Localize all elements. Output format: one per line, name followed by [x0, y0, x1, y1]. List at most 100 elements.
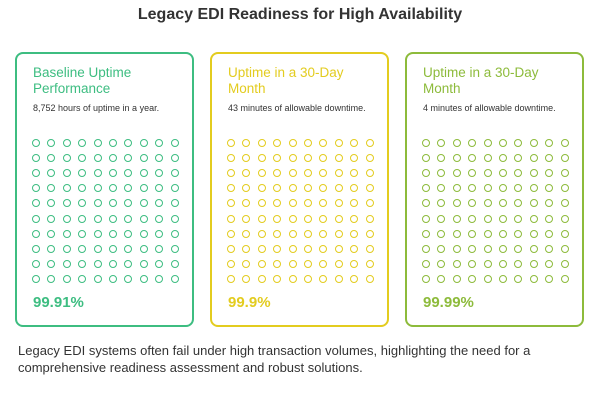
page-title: Legacy EDI Readiness for High Availabili…: [137, 6, 463, 23]
circle-dot-icon: [452, 229, 461, 238]
circle-dot-icon: [498, 244, 507, 253]
circle-dot-icon: [365, 199, 374, 208]
circle-dot-icon: [350, 275, 359, 284]
circle-dot-icon: [365, 244, 374, 253]
circle-dot-icon: [334, 168, 343, 177]
circle-dot-icon: [437, 168, 446, 177]
circle-dot-icon: [288, 260, 297, 269]
circle-dot-icon: [350, 153, 359, 162]
circle-dot-icon: [288, 138, 297, 147]
circle-dot-icon: [139, 229, 148, 238]
circle-dot-icon: [529, 153, 538, 162]
circle-dot-icon: [288, 199, 297, 208]
circle-dot-icon: [227, 199, 235, 208]
circle-dot-icon: [62, 229, 71, 238]
circle-dot-icon: [498, 260, 507, 269]
circle-dot-icon: [273, 199, 282, 208]
circle-dot-icon: [139, 260, 148, 269]
circle-dot-icon: [32, 153, 40, 162]
circle-dot-icon: [498, 229, 507, 238]
circle-dot-icon: [514, 244, 523, 253]
circle-dot-icon: [422, 153, 430, 162]
circle-dot-icon: [498, 184, 507, 193]
circle-dot-icon: [93, 260, 102, 269]
circle-dot-icon: [498, 168, 507, 177]
circle-dot-icon: [560, 214, 569, 223]
circle-dot-icon: [124, 260, 133, 269]
circle-dot-icon: [545, 199, 554, 208]
circle-dot-icon: [93, 184, 102, 193]
circle-dot-icon: [78, 275, 87, 284]
circle-dot-icon: [257, 138, 266, 147]
circle-dot-icon: [350, 138, 359, 147]
circle-dot-icon: [350, 260, 359, 269]
circle-dot-icon: [124, 214, 133, 223]
circle-dot-icon: [273, 214, 282, 223]
circle-dot-icon: [422, 229, 430, 238]
circle-dot-icon: [242, 138, 251, 147]
circle-dot-icon: [483, 229, 492, 238]
card-title: Baseline Uptime Performance: [33, 65, 132, 96]
circle-dot-icon: [108, 214, 117, 223]
card-value: 99.99%: [423, 294, 474, 311]
card-title: Uptime in a 30-Day Month: [228, 65, 344, 96]
circle-dot-icon: [257, 229, 266, 238]
circle-dot-icon: [334, 138, 343, 147]
circle-dot-icon: [139, 153, 148, 162]
circle-dot-icon: [468, 229, 477, 238]
circle-dot-icon: [560, 153, 569, 162]
circle-dot-icon: [155, 153, 164, 162]
circle-dot-icon: [78, 260, 87, 269]
circle-dot-icon: [303, 138, 312, 147]
circle-dot-icon: [498, 153, 507, 162]
circle-dot-icon: [545, 138, 554, 147]
circle-dot-icon: [170, 260, 179, 269]
circle-dot-icon: [62, 214, 71, 223]
circle-dot-icon: [170, 168, 179, 177]
circle-dot-icon: [319, 184, 328, 193]
circle-dot-icon: [108, 168, 117, 177]
circle-dot-icon: [545, 229, 554, 238]
circle-dot-icon: [62, 260, 71, 269]
circle-dot-icon: [498, 275, 507, 284]
circle-dot-icon: [498, 138, 507, 147]
circle-dot-icon: [227, 260, 235, 269]
circle-dot-icon: [227, 214, 235, 223]
circle-dot-icon: [78, 199, 87, 208]
circle-dot-icon: [227, 138, 235, 147]
circle-dot-icon: [468, 153, 477, 162]
circle-dot-icon: [303, 168, 312, 177]
circle-dot-icon: [452, 138, 461, 147]
circle-dot-icon: [227, 184, 235, 193]
circle-dot-icon: [78, 138, 87, 147]
circle-dot-icon: [350, 214, 359, 223]
circle-dot-icon: [483, 260, 492, 269]
circle-dot-icon: [93, 153, 102, 162]
circle-dot-icon: [257, 275, 266, 284]
circle-dot-icon: [62, 138, 71, 147]
circle-dot-icon: [108, 260, 117, 269]
circle-dot-icon: [319, 275, 328, 284]
dot-grid: [32, 135, 186, 287]
circle-dot-icon: [483, 138, 492, 147]
dot-grid: [422, 135, 576, 287]
circle-dot-icon: [47, 168, 56, 177]
card-description: 43 minutes of allowable downtime.: [228, 103, 366, 113]
circle-dot-icon: [155, 168, 164, 177]
circle-dot-icon: [468, 138, 477, 147]
card-baseline-uptime: Baseline Uptime Performance 8,752 hours …: [15, 52, 194, 327]
circle-dot-icon: [468, 244, 477, 253]
circle-dot-icon: [93, 214, 102, 223]
circle-dot-icon: [288, 153, 297, 162]
circle-dot-icon: [257, 168, 266, 177]
circle-dot-icon: [288, 214, 297, 223]
circle-dot-icon: [62, 275, 71, 284]
circle-dot-icon: [273, 153, 282, 162]
circle-dot-icon: [422, 214, 430, 223]
circle-dot-icon: [498, 199, 507, 208]
circle-dot-icon: [529, 275, 538, 284]
circle-dot-icon: [560, 260, 569, 269]
circle-dot-icon: [78, 214, 87, 223]
circle-dot-icon: [155, 275, 164, 284]
circle-dot-icon: [529, 229, 538, 238]
